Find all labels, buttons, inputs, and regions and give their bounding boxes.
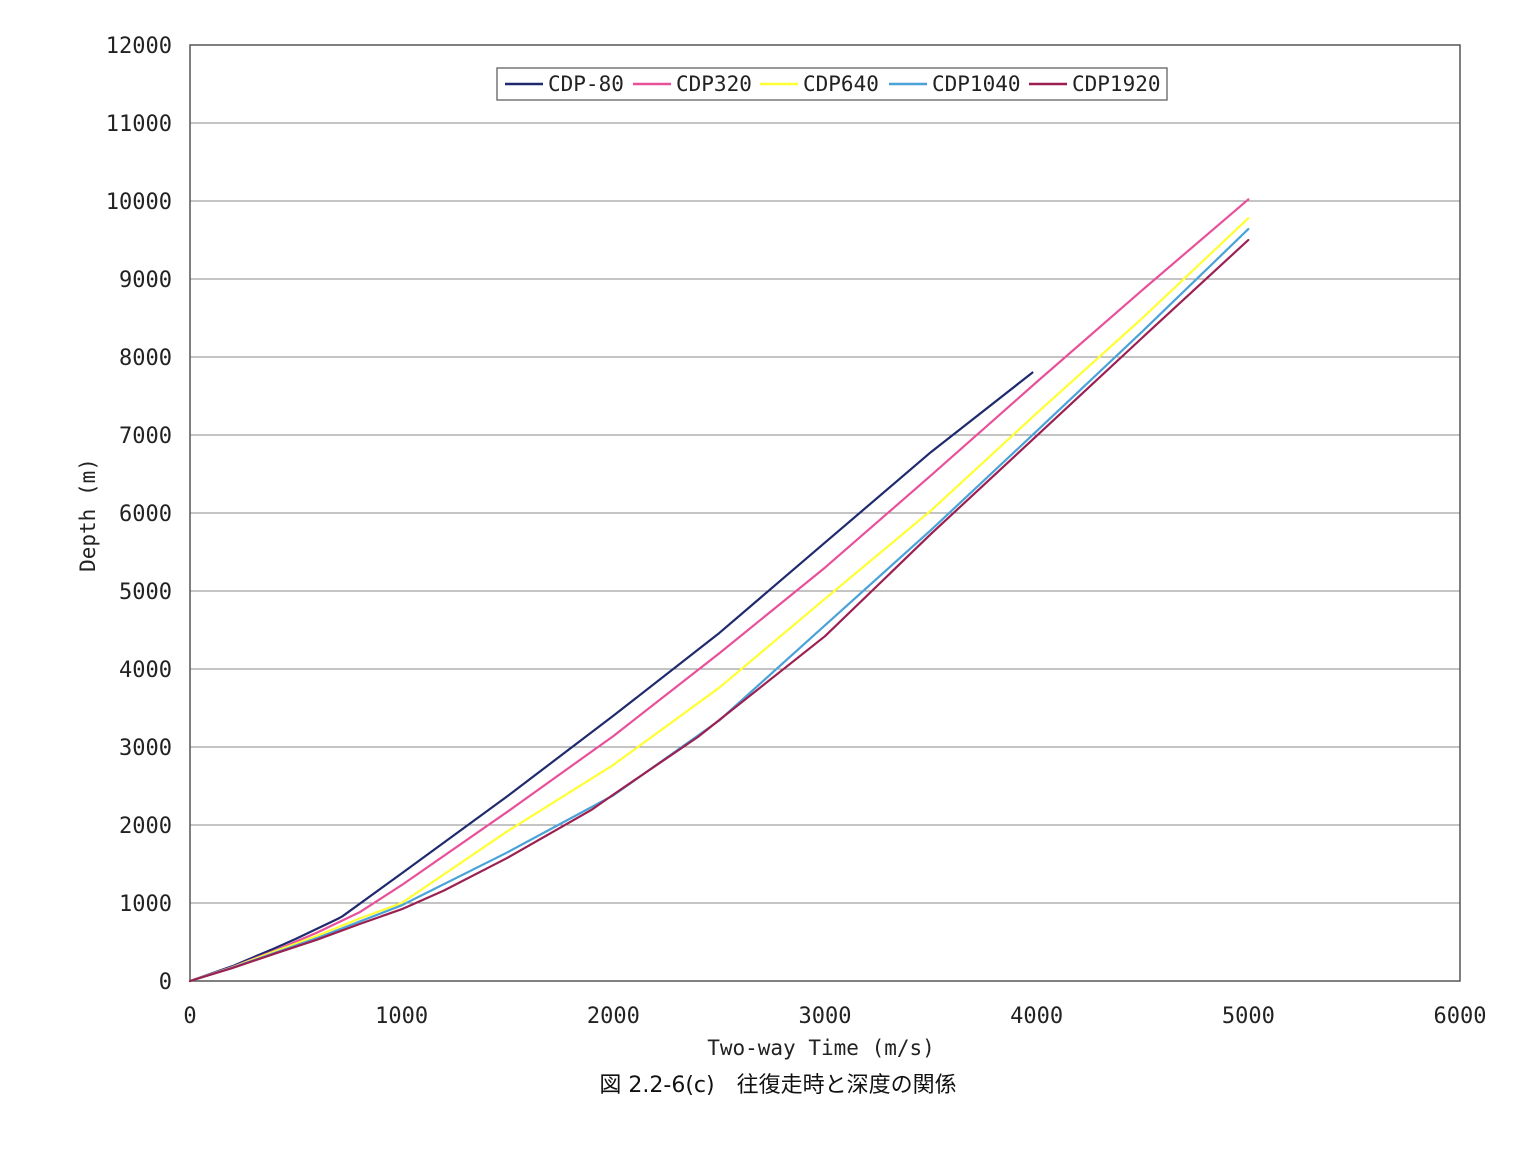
legend-label: CDP640 — [803, 72, 879, 96]
legend-label: CDP1920 — [1072, 72, 1161, 96]
y-tick-label: 7000 — [119, 424, 172, 449]
series-line-cdp320 — [188, 198, 1250, 983]
plot-area-frame — [189, 44, 1461, 982]
y-tick-label: 8000 — [119, 346, 172, 371]
y-tick-label: 9000 — [119, 268, 172, 293]
series-line-cdp-80 — [188, 371, 1034, 983]
y-tick-label: 2000 — [119, 814, 172, 839]
legend-label: CDP1040 — [932, 72, 1021, 96]
x-axis-title: Two-way Time (m/s) — [707, 1036, 935, 1060]
x-axis-ticks: 0 1000 2000 3000 4000 5000 6000 — [183, 1004, 1486, 1029]
y-tick-label: 4000 — [119, 658, 172, 683]
y-tick-label: 1000 — [119, 892, 172, 917]
series-line-cdp640 — [188, 217, 1250, 983]
x-tick-label: 5000 — [1222, 1004, 1275, 1029]
y-tick-label: 11000 — [106, 112, 172, 137]
figure-caption: 図 2.2-6(c) 往復走時と深度の関係 — [599, 1073, 956, 1098]
x-tick-label: 0 — [183, 1004, 196, 1029]
x-tick-label: 4000 — [1010, 1004, 1063, 1029]
y-tick-label: 5000 — [119, 580, 172, 605]
x-tick-label: 1000 — [375, 1004, 428, 1029]
legend: CDP-80 CDP320 CDP640 CDP1040 CDP1920 — [496, 67, 1168, 101]
y-tick-label: 3000 — [119, 736, 172, 761]
x-tick-label: 2000 — [587, 1004, 640, 1029]
series-lines — [188, 198, 1250, 983]
x-tick-label: 3000 — [799, 1004, 852, 1029]
y-tick-label: 12000 — [106, 34, 172, 59]
x-tick-label: 6000 — [1434, 1004, 1487, 1029]
y-axis-title: Depth (m) — [76, 458, 100, 572]
y-tick-label: 6000 — [119, 502, 172, 527]
y-tick-label: 10000 — [106, 190, 172, 215]
series-line-cdp1040 — [188, 228, 1250, 983]
series-line-cdp1920 — [188, 238, 1250, 983]
y-axis-ticks: 0 1000 2000 3000 4000 5000 6000 7000 8000 9000 100… — [106, 34, 172, 995]
y-tick-label: 0 — [159, 970, 172, 995]
gridlines — [190, 122, 1460, 904]
legend-label: CDP320 — [676, 72, 752, 96]
legend-label: CDP-80 — [548, 72, 624, 96]
